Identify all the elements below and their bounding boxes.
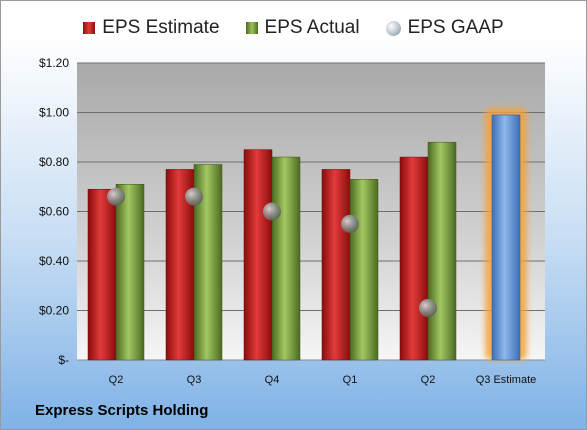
y-tick-label: $0.60	[39, 205, 69, 219]
bar-eps-actual	[115, 184, 145, 361]
x-tick-label: Q4	[265, 374, 280, 386]
y-tick-label: $0.80	[39, 155, 69, 169]
marker-eps-gaap	[263, 202, 281, 221]
bar-eps-actual	[349, 179, 379, 361]
bar-eps-estimate-highlight	[491, 114, 521, 361]
bar-eps-estimate	[399, 156, 429, 361]
x-tick-label: Q1	[343, 374, 358, 386]
x-axis-ticks: Q2 Q3 Q4 Q1 Q2 Q3 Estimate	[109, 374, 537, 386]
legend-swatch-eps-gaap	[385, 20, 401, 36]
marker-eps-gaap	[107, 187, 125, 206]
marker-eps-gaap	[341, 214, 359, 233]
legend-item-eps-actual: EPS Actual	[245, 17, 360, 39]
y-tick-label: $1.20	[39, 56, 69, 70]
y-tick-label: $1.00	[39, 106, 69, 120]
bar-eps-estimate	[321, 169, 351, 361]
gaap-markers	[107, 187, 437, 318]
x-tick-label: Q2	[109, 374, 124, 386]
company-name: Express Scripts Holding	[35, 402, 209, 419]
bar-eps-actual	[271, 156, 301, 361]
bar-eps-estimate	[87, 188, 117, 361]
bar-eps-actual	[427, 141, 457, 361]
marker-eps-gaap	[185, 187, 203, 206]
bar-eps-estimate	[243, 149, 273, 361]
legend-label-eps-actual: EPS Actual	[264, 17, 360, 38]
x-tick-label: Q3 Estimate	[476, 374, 537, 386]
bars	[87, 107, 527, 361]
y-tick-label: $-	[58, 353, 69, 367]
legend-label-eps-estimate: EPS Estimate	[102, 17, 220, 38]
legend-swatch-eps-actual	[245, 22, 258, 34]
legend-item-eps-estimate: EPS Estimate	[83, 17, 220, 39]
y-tick-label: $0.40	[39, 254, 69, 268]
legend: EPS Estimate EPS Actual EPS GAAP	[1, 17, 586, 39]
x-tick-label: Q3	[187, 374, 202, 386]
legend-item-eps-gaap: EPS GAAP	[385, 17, 504, 39]
y-axis-ticks: $- $0.20 $0.40 $0.60 $0.80 $1.00 $1.20	[39, 56, 69, 367]
x-tick-label: Q2	[421, 374, 436, 386]
marker-eps-gaap	[419, 299, 437, 318]
y-tick-label: $0.20	[39, 304, 69, 318]
gridlines	[77, 62, 545, 361]
legend-swatch-eps-estimate	[83, 22, 96, 34]
legend-label-eps-gaap: EPS GAAP	[407, 17, 504, 38]
